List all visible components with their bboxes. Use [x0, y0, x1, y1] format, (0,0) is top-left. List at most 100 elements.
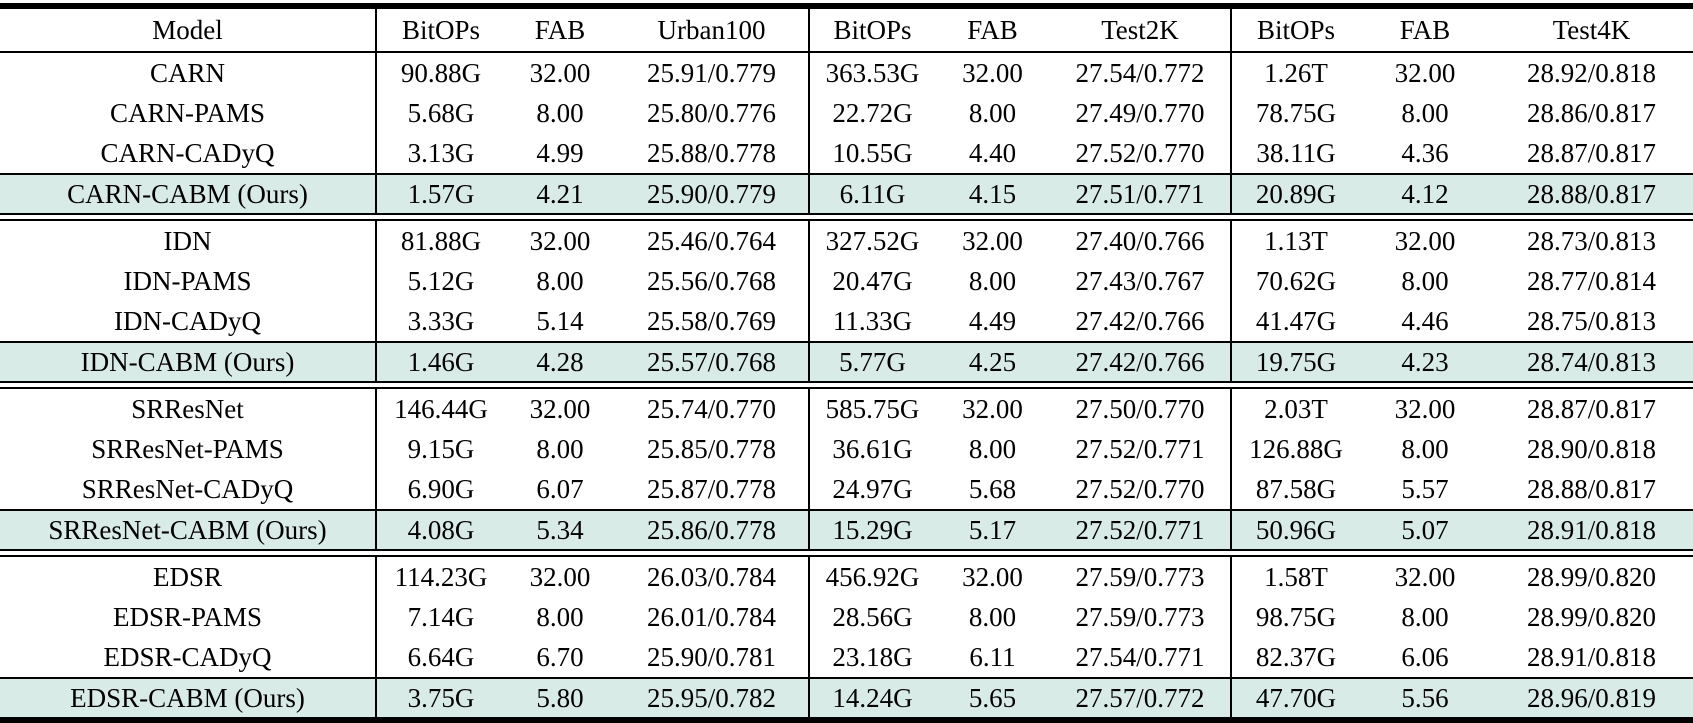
- value-cell: 28.91/0.818: [1526, 514, 1656, 545]
- group-separator: [0, 381, 1693, 389]
- model-cell: CARN: [149, 57, 225, 88]
- value-cell: 14.24G: [808, 679, 935, 717]
- value-cell: 25.91/0.779: [646, 57, 776, 88]
- value-cell: 28.92/0.818: [1526, 57, 1656, 88]
- value-cell: 8.00: [1401, 97, 1449, 128]
- value-cell: 25.74/0.770: [646, 393, 776, 424]
- value-cell: 5.56: [1401, 682, 1449, 713]
- header-cell: Urban100: [657, 14, 766, 45]
- value-cell: 8.00: [536, 97, 584, 128]
- value-cell: 87.58G: [1230, 469, 1360, 509]
- value-cell: 98.75G: [1230, 597, 1360, 637]
- model-cell: CARN-CADyQ: [100, 137, 275, 168]
- value-cell: 4.08G: [375, 511, 505, 549]
- table-row: CARN 90.88G 32.00 25.91/0.779 363.53G 32.00 27…: [0, 53, 1693, 93]
- header-cell: BitOPs: [375, 9, 505, 51]
- value-cell: 5.80: [536, 682, 584, 713]
- header-cell: FAB: [967, 14, 1018, 45]
- table-row: EDSR-CADyQ 6.64G 6.70 25.90/0.781 23.18G 6.11…: [0, 637, 1693, 677]
- value-cell: 28.86/0.817: [1526, 97, 1656, 128]
- value-cell: 28.87/0.817: [1526, 393, 1656, 424]
- model-cell: IDN: [163, 225, 212, 256]
- value-cell: 25.95/0.782: [646, 682, 776, 713]
- value-cell: 32.00: [962, 225, 1023, 256]
- value-cell: 456.92G: [808, 557, 935, 597]
- model-cell: CARN-CABM (Ours): [67, 178, 308, 209]
- value-cell: 47.70G: [1230, 679, 1360, 717]
- value-cell: 8.00: [968, 97, 1017, 128]
- value-cell: 27.42/0.766: [1075, 305, 1205, 336]
- header-cell: FAB: [1399, 14, 1451, 45]
- value-cell: 27.54/0.771: [1075, 641, 1205, 672]
- value-cell: 32.00: [529, 393, 591, 424]
- value-cell: 28.75/0.813: [1526, 305, 1656, 336]
- value-cell: 8.00: [536, 601, 584, 632]
- value-cell: 4.15: [968, 178, 1017, 209]
- table-row: SRResNet-PAMS 9.15G 8.00 25.85/0.778 36.61G 8…: [0, 429, 1693, 469]
- value-cell: 27.59/0.773: [1075, 601, 1205, 632]
- value-cell: 8.00: [968, 433, 1017, 464]
- value-cell: 5.12G: [375, 261, 505, 301]
- value-cell: 28.90/0.818: [1526, 433, 1656, 464]
- value-cell: 25.58/0.769: [646, 305, 776, 336]
- value-cell: 6.64G: [375, 637, 505, 677]
- table-row: IDN 81.88G 32.00 25.46/0.764 327.52G 32.00 27.…: [0, 221, 1693, 261]
- value-cell: 327.52G: [808, 221, 935, 261]
- value-cell: 26.01/0.784: [646, 601, 776, 632]
- table-row-ours: SRResNet-CABM (Ours) 4.08G 5.34 25.86/0.778…: [0, 509, 1693, 549]
- value-cell: 6.11: [969, 641, 1016, 672]
- value-cell: 5.34: [536, 514, 584, 545]
- value-cell: 32.00: [962, 57, 1023, 88]
- value-cell: 25.90/0.779: [646, 178, 776, 209]
- value-cell: 27.54/0.772: [1075, 57, 1205, 88]
- value-cell: 2.03T: [1230, 389, 1360, 429]
- value-cell: 9.15G: [375, 429, 505, 469]
- value-cell: 25.90/0.781: [646, 641, 776, 672]
- value-cell: 5.57: [1401, 473, 1449, 504]
- value-cell: 27.50/0.770: [1075, 393, 1205, 424]
- value-cell: 5.07: [1401, 514, 1449, 545]
- value-cell: 24.97G: [808, 469, 935, 509]
- value-cell: 28.96/0.819: [1526, 682, 1656, 713]
- value-cell: 126.88G: [1230, 429, 1360, 469]
- value-cell: 8.00: [968, 265, 1017, 296]
- value-cell: 26.03/0.784: [646, 561, 776, 592]
- header-cell: FAB: [534, 14, 586, 45]
- value-cell: 25.86/0.778: [646, 514, 776, 545]
- table-row: CARN-CADyQ 3.13G 4.99 25.88/0.778 10.55G 4.40…: [0, 133, 1693, 173]
- value-cell: 585.75G: [808, 389, 935, 429]
- value-cell: 1.58T: [1230, 557, 1360, 597]
- value-cell: 8.00: [1401, 265, 1449, 296]
- value-cell: 27.52/0.771: [1075, 433, 1205, 464]
- value-cell: 28.73/0.813: [1526, 225, 1656, 256]
- value-cell: 25.87/0.778: [646, 473, 776, 504]
- value-cell: 8.00: [1401, 433, 1449, 464]
- value-cell: 27.51/0.771: [1075, 178, 1205, 209]
- value-cell: 27.49/0.770: [1075, 97, 1205, 128]
- value-cell: 27.57/0.772: [1075, 682, 1205, 713]
- model-cell: EDSR-PAMS: [112, 601, 263, 632]
- value-cell: 32.00: [529, 561, 591, 592]
- value-cell: 78.75G: [1230, 93, 1360, 133]
- value-cell: 32.00: [1394, 561, 1456, 592]
- value-cell: 28.77/0.814: [1526, 265, 1656, 296]
- table-row: IDN-CADyQ 3.33G 5.14 25.58/0.769 11.33G 4.49 2…: [0, 301, 1693, 341]
- value-cell: 1.26T: [1230, 53, 1360, 93]
- table-row-ours: IDN-CABM (Ours) 1.46G 4.28 25.57/0.768 5.77G…: [0, 341, 1693, 381]
- header-cell: Test2K: [1101, 14, 1179, 45]
- value-cell: 32.00: [529, 57, 591, 88]
- value-cell: 36.61G: [808, 429, 935, 469]
- results-table: Model BitOPs FAB Urban100 BitOPs FAB Test2K Bit…: [0, 3, 1693, 723]
- model-cell: SRResNet-PAMS: [91, 433, 284, 464]
- value-cell: 28.87/0.817: [1526, 137, 1656, 168]
- value-cell: 27.52/0.771: [1075, 514, 1205, 545]
- value-cell: 7.14G: [375, 597, 505, 637]
- value-cell: 25.85/0.778: [646, 433, 776, 464]
- value-cell: 82.37G: [1230, 637, 1360, 677]
- value-cell: 5.14: [536, 305, 584, 336]
- value-cell: 15.29G: [808, 511, 935, 549]
- value-cell: 6.06: [1401, 641, 1449, 672]
- model-cell: SRResNet-CABM (Ours): [48, 514, 327, 545]
- value-cell: 28.56G: [808, 597, 935, 637]
- value-cell: 23.18G: [808, 637, 935, 677]
